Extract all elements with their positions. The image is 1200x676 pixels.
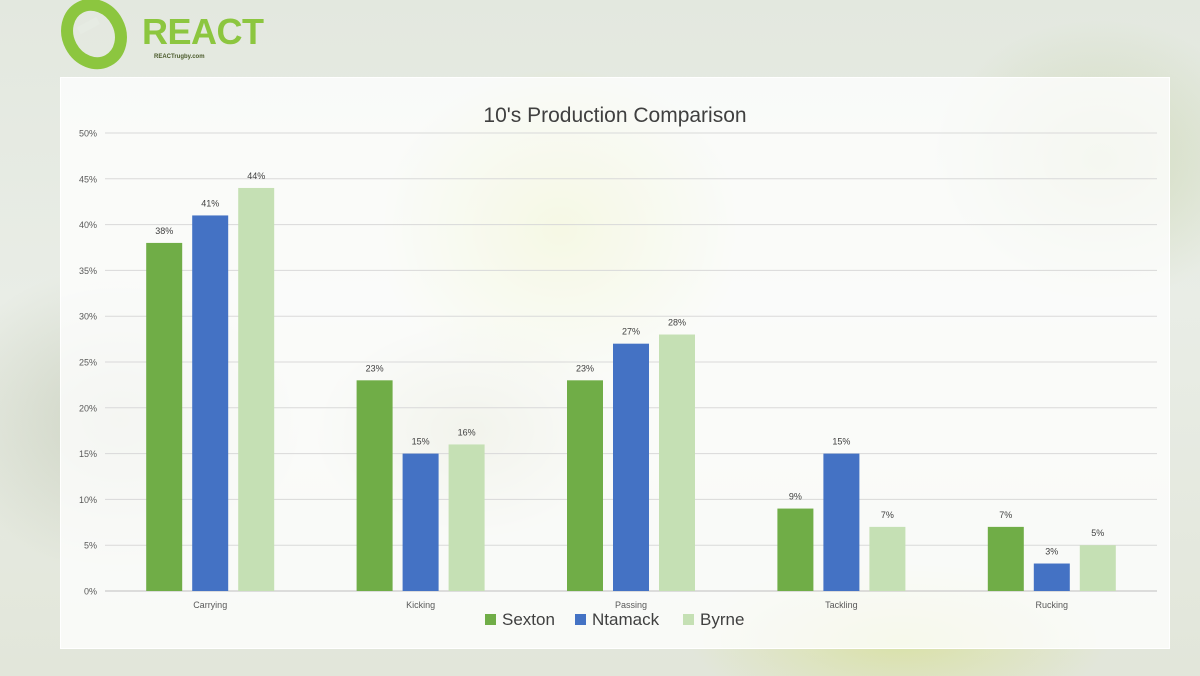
legend-label: Byrne — [700, 610, 744, 629]
x-tick-label: Kicking — [406, 600, 435, 610]
y-axis-ticks: 0% 5% 10% 15% 20% 25% 30% 35% 40% 45% 50% — [79, 129, 97, 597]
y-tick-label: 50% — [79, 129, 97, 139]
y-tick-label: 25% — [79, 358, 97, 368]
x-tick-label: Passing — [615, 600, 647, 610]
bars — [146, 187, 1116, 592]
bar-sexton — [567, 380, 603, 591]
chart-panel: 10's Production Comparison 0% 5% 10% 15% 20%… — [60, 77, 1170, 649]
bar-byrne — [869, 526, 906, 591]
brand-url: REACTrugby.com — [154, 54, 205, 60]
bar-sexton — [987, 526, 1024, 591]
y-tick-label: 35% — [79, 266, 97, 276]
x-tick-label: Carrying — [193, 600, 227, 610]
y-tick-label: 30% — [79, 312, 97, 322]
data-label: 7% — [999, 510, 1012, 520]
data-label: 16% — [458, 427, 476, 437]
bar-sexton — [356, 380, 393, 591]
bar-byrne — [1079, 545, 1116, 591]
bar-ntamack — [402, 453, 439, 591]
y-tick-label: 5% — [84, 541, 97, 551]
legend-label: Ntamack — [592, 610, 660, 629]
bar-sexton — [146, 242, 183, 592]
data-label: 9% — [789, 492, 802, 502]
legend-swatch-ntamack — [575, 614, 586, 625]
legend: Sexton Ntamack Byrne — [485, 610, 744, 629]
data-label: 7% — [881, 510, 894, 520]
bar-byrne — [238, 187, 275, 591]
y-tick-label: 15% — [79, 449, 97, 459]
legend-swatch-byrne — [683, 614, 694, 625]
data-label: 38% — [155, 226, 173, 236]
react-logo: REACT REACTrugby.com — [56, 0, 264, 70]
bar-chart: 10's Production Comparison 0% 5% 10% 15% 20%… — [79, 104, 1157, 629]
bar-byrne — [659, 334, 695, 591]
x-tick-label: Tackling — [825, 600, 858, 610]
bar-ntamack — [1033, 563, 1070, 591]
bar-byrne — [448, 444, 485, 591]
y-tick-label: 45% — [79, 174, 97, 184]
data-label: 3% — [1045, 547, 1058, 557]
data-label: 23% — [576, 363, 594, 373]
data-labels: 38% 41% 44% 23% 15% 16% 23% 27% 28% 9% 15% 7% 7% 3% 5% — [155, 171, 1104, 557]
y-tick-label: 20% — [79, 403, 97, 413]
data-label: 28% — [668, 318, 686, 328]
data-label: 44% — [247, 171, 265, 181]
data-label: 5% — [1091, 528, 1104, 538]
y-tick-label: 40% — [79, 220, 97, 230]
bar-ntamack — [192, 215, 229, 591]
legend-swatch-sexton — [485, 614, 496, 625]
y-tick-label: 10% — [79, 495, 97, 505]
x-axis-ticks: Carrying Kicking Passing Tackling Rucking — [193, 600, 1068, 610]
data-label: 15% — [832, 437, 850, 447]
bar-ntamack — [823, 453, 860, 591]
y-tick-label: 0% — [84, 587, 97, 597]
brand-name: REACT — [142, 11, 264, 52]
data-label: 27% — [622, 327, 640, 337]
legend-label: Sexton — [502, 610, 555, 629]
x-tick-label: Rucking — [1036, 600, 1069, 610]
data-label: 23% — [366, 363, 384, 373]
react-logo-mark — [61, 0, 127, 70]
chart-title: 10's Production Comparison — [483, 104, 746, 127]
data-label: 41% — [201, 198, 219, 208]
bar-ntamack — [613, 343, 649, 591]
data-label: 15% — [412, 437, 430, 447]
bar-sexton — [777, 508, 814, 591]
